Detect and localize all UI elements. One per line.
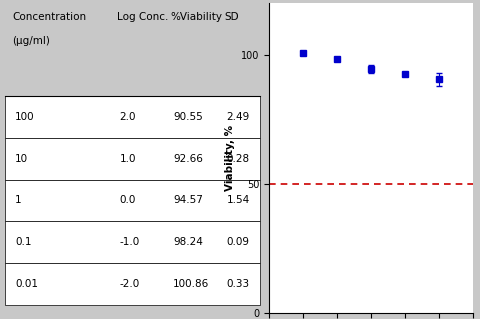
Title: CUT2 EtOH: CUT2 EtOH (328, 0, 414, 1)
Text: 90.55: 90.55 (173, 112, 203, 122)
Text: 2.49: 2.49 (227, 112, 250, 122)
Text: Concentration

(μg/ml): Concentration (μg/ml) (12, 12, 86, 46)
Y-axis label: Viability, %: Viability, % (225, 125, 235, 191)
Text: 0.1: 0.1 (15, 237, 32, 247)
Text: 0.01: 0.01 (15, 279, 38, 289)
Text: 1.0: 1.0 (120, 154, 136, 164)
Text: 0.0: 0.0 (120, 196, 136, 205)
Bar (5, 263, 260, 305)
Text: -2.0: -2.0 (120, 279, 140, 289)
Bar (5, 180, 260, 221)
Text: 10: 10 (15, 154, 28, 164)
Text: 0.09: 0.09 (227, 237, 250, 247)
Text: 1: 1 (15, 196, 22, 205)
Text: 98.24: 98.24 (173, 237, 203, 247)
Text: Log Conc.: Log Conc. (117, 12, 168, 22)
Text: SD: SD (224, 12, 239, 22)
Text: 92.66: 92.66 (173, 154, 203, 164)
Text: 2.0: 2.0 (120, 112, 136, 122)
Text: -1.0: -1.0 (120, 237, 140, 247)
Text: %Viability: %Viability (170, 12, 223, 22)
Text: 1.54: 1.54 (227, 196, 250, 205)
Text: 94.57: 94.57 (173, 196, 203, 205)
Text: 100: 100 (15, 112, 35, 122)
Bar (5, 96, 260, 138)
Bar (5, 138, 260, 180)
Text: 0.33: 0.33 (227, 279, 250, 289)
Text: 0.28: 0.28 (227, 154, 250, 164)
Bar (5, 221, 260, 263)
Text: 100.86: 100.86 (173, 279, 209, 289)
